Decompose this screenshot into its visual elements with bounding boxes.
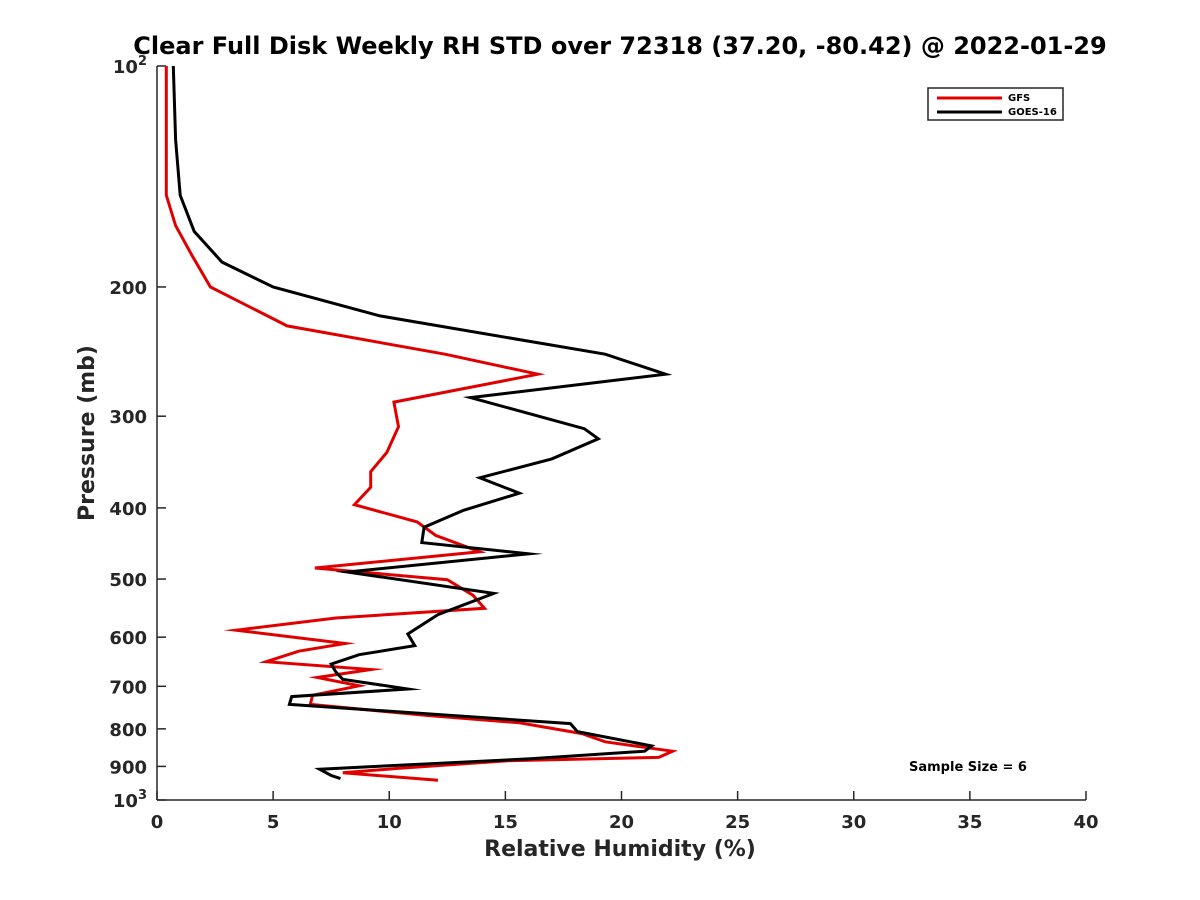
series-line-goes-16 <box>171 65 673 781</box>
y-tick-label: 500 <box>109 570 147 591</box>
x-tick-label: 40 <box>1073 812 1098 833</box>
y-axis-label: Pressure (mb) <box>75 345 100 521</box>
legend-box <box>927 87 1064 121</box>
series-lines <box>164 65 678 782</box>
y-tick-label: 700 <box>109 677 147 698</box>
y-axis-ticks: 102 200 300 400 500 600 700 800 900 103 <box>109 54 166 812</box>
x-axis-ticks: 0 5 10 15 20 25 30 35 40 <box>151 791 1099 833</box>
plot-area <box>156 66 1086 801</box>
y-tick-label: 102 <box>113 54 147 78</box>
legend-gfs-label: GFS <box>1008 93 1030 104</box>
x-tick-label: 15 <box>493 812 518 833</box>
legend-goes-label: GOES-16 <box>1008 107 1057 118</box>
y-tick-label: 600 <box>109 628 147 649</box>
x-tick-label: 5 <box>267 812 280 833</box>
y-tick-label: 200 <box>109 278 147 299</box>
x-tick-label: 25 <box>725 812 750 833</box>
x-tick-label: 0 <box>151 812 164 833</box>
x-tick-label: 10 <box>377 812 402 833</box>
x-tick-label: 30 <box>841 812 866 833</box>
legend: GFS GOES-16 <box>927 87 1064 121</box>
sample-size-annotation: Sample Size = 6 <box>909 760 1027 775</box>
y-tick-label: 800 <box>109 720 147 741</box>
chart-title: Clear Full Disk Weekly RH STD over 72318… <box>133 32 1106 60</box>
x-tick-label: 35 <box>957 812 982 833</box>
x-axis-label: Relative Humidity (%) <box>484 837 756 862</box>
y-tick-label: 103 <box>113 788 147 812</box>
y-tick-label: 400 <box>109 499 147 520</box>
y-tick-label: 900 <box>109 757 147 778</box>
y-tick-label: 300 <box>109 407 147 428</box>
x-tick-label: 20 <box>609 812 634 833</box>
series-line-gfs <box>164 66 678 782</box>
